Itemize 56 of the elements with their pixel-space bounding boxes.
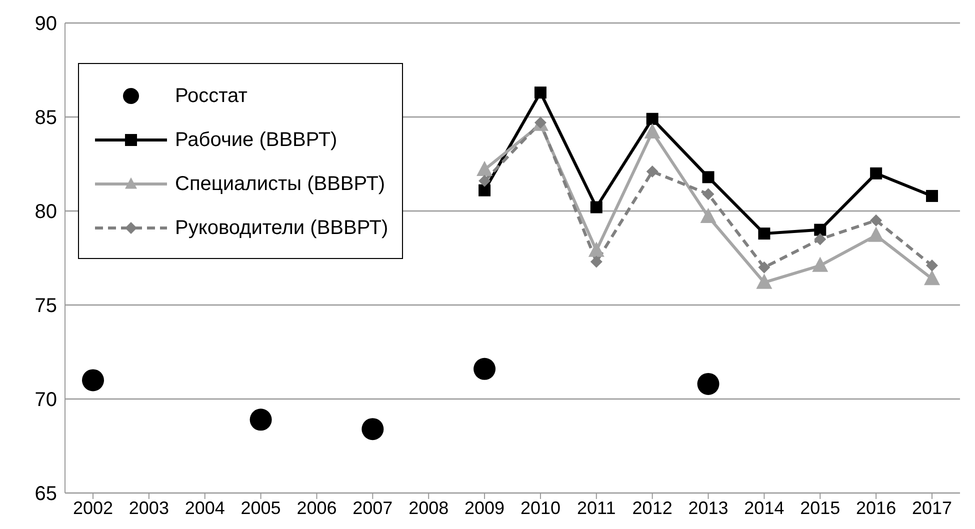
point	[924, 270, 940, 286]
point	[702, 171, 714, 184]
x-tick-label: 2006	[296, 498, 337, 518]
point	[474, 358, 496, 380]
point	[588, 242, 604, 257]
point	[870, 167, 882, 180]
x-tick-label: 2012	[632, 498, 672, 518]
y-tick-label: 80	[34, 201, 57, 224]
point	[868, 226, 884, 242]
point	[644, 123, 660, 138]
point	[362, 418, 384, 440]
point	[926, 260, 938, 272]
point	[812, 256, 828, 272]
x-tick-label: 2003	[128, 498, 169, 518]
point	[82, 369, 104, 392]
point	[756, 274, 772, 289]
point	[250, 408, 272, 431]
point	[590, 201, 602, 214]
point	[646, 112, 658, 125]
point	[870, 214, 882, 226]
x-tick-label: 2004	[184, 498, 225, 518]
y-tick-label: 85	[34, 107, 57, 130]
x-tick-label: 2016	[856, 498, 896, 518]
x-tick-label: 2011	[577, 498, 616, 518]
x-tick-label: 2015	[800, 498, 840, 518]
point	[700, 208, 716, 224]
x-tick-label: 2005	[240, 498, 281, 518]
x-tick-label: 2009	[464, 498, 505, 518]
point	[926, 190, 938, 202]
x-tick-label: 2007	[352, 498, 393, 518]
y-tick-label: 65	[34, 483, 57, 506]
y-tick-label: 75	[34, 295, 57, 318]
point	[702, 188, 714, 200]
point	[534, 86, 546, 99]
point	[758, 228, 770, 240]
x-tick-label: 2010	[520, 498, 560, 518]
x-tick-label: 2002	[72, 498, 114, 518]
y-tick-label: 70	[34, 389, 57, 412]
legend-label: Руководители (ВВВРТ)	[175, 216, 388, 240]
point	[758, 261, 770, 274]
point	[814, 233, 826, 246]
x-tick-label: 2017	[912, 498, 952, 518]
point	[478, 174, 491, 187]
point	[476, 160, 493, 176]
legend-label: Росстат	[175, 84, 248, 108]
legend-label: Рабочие (ВВВРТ)	[175, 128, 338, 152]
point	[478, 184, 491, 196]
point	[646, 166, 658, 178]
x-tick-label: 2008	[408, 498, 449, 518]
point	[590, 256, 602, 268]
x-tick-label: 2013	[688, 498, 728, 518]
x-tick-label: 2014	[744, 498, 784, 518]
point	[814, 224, 826, 236]
point	[697, 372, 720, 395]
legend-label: Специалисты (ВВВРТ)	[175, 172, 386, 196]
y-tick-label: 90	[34, 13, 57, 36]
